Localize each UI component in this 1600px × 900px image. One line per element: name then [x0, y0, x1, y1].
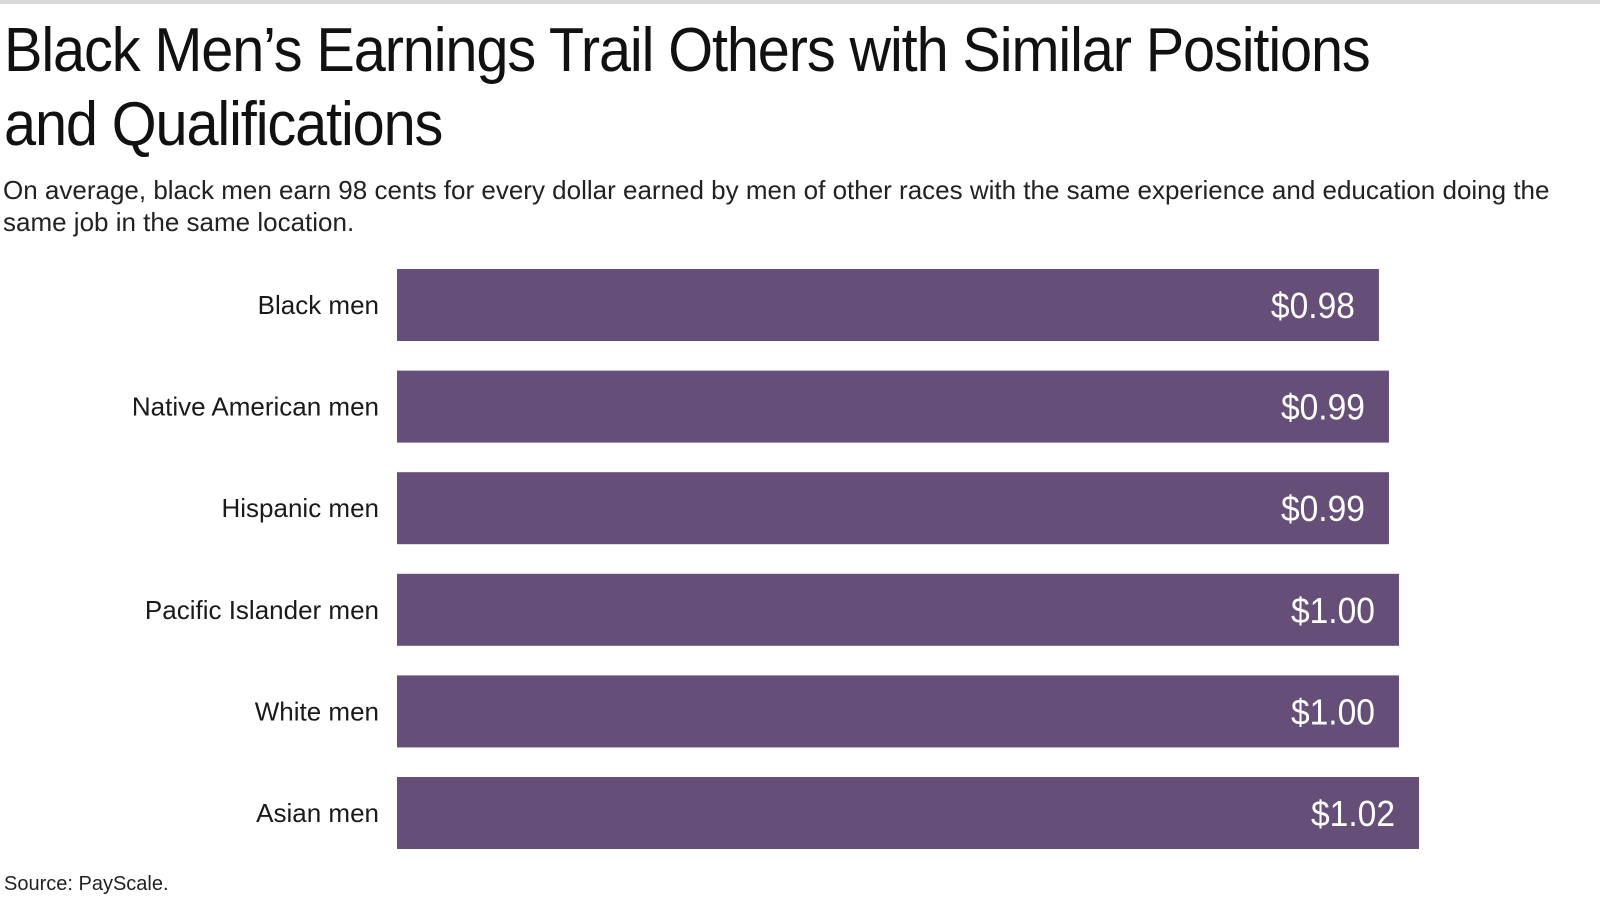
bar-pacific-islander-men	[397, 573, 1399, 646]
chart-title: Black Men’s Earnings Trail Others with S…	[4, 16, 1371, 159]
value-label: $1.00	[1291, 590, 1375, 631]
top-rule	[0, 0, 1600, 4]
chart-subtitle: On average, black men earn 98 cents for …	[3, 175, 1550, 237]
bar-black-men	[397, 269, 1379, 341]
category-label: Native American men	[132, 392, 379, 422]
source-note: Source: PayScale.	[4, 873, 169, 895]
value-label: $0.99	[1281, 387, 1365, 428]
bar-native-american-men	[397, 370, 1389, 443]
value-label: $0.98	[1271, 285, 1355, 326]
value-label: $1.02	[1311, 793, 1395, 834]
bar-hispanic-men	[397, 472, 1389, 545]
value-labels-group: $0.98 $0.99 $0.99 $1.00 $1.00 $1.02	[1271, 285, 1395, 834]
bar-asian-men	[397, 777, 1419, 849]
value-label: $1.00	[1291, 691, 1375, 732]
value-label: $0.99	[1281, 488, 1365, 529]
category-label: Pacific Islander men	[145, 595, 379, 625]
category-label: Asian men	[256, 798, 379, 828]
category-label: Hispanic men	[221, 493, 379, 523]
bar-white-men	[397, 675, 1399, 748]
category-label: Black men	[258, 290, 379, 320]
category-label: White men	[255, 696, 379, 726]
category-labels-group: Black men Native American men Hispanic men…	[132, 290, 379, 828]
bars-group	[397, 269, 1419, 849]
